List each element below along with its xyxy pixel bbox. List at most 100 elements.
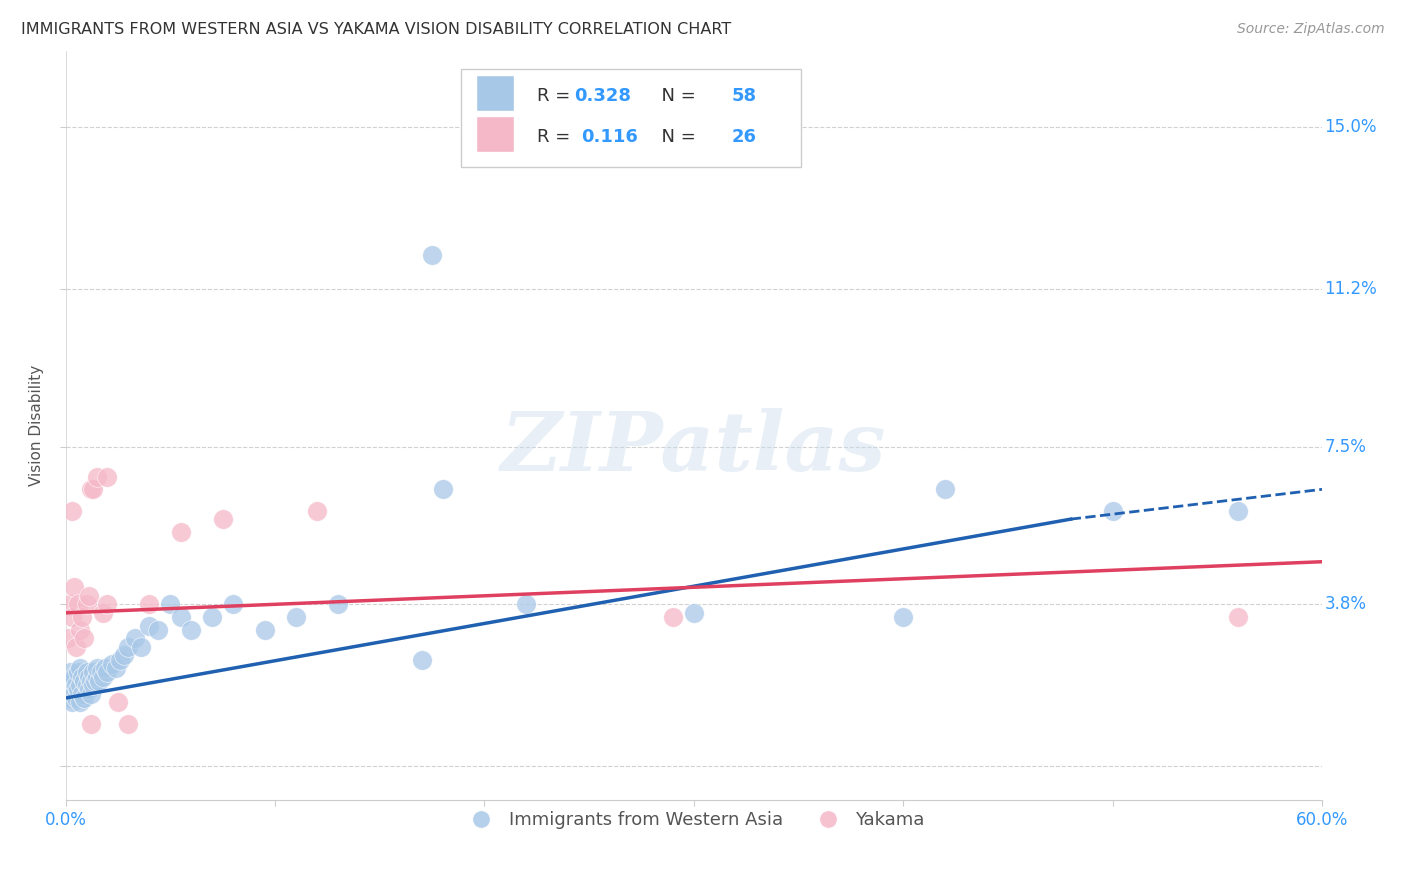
Point xyxy=(69,695,91,709)
Point xyxy=(96,469,118,483)
Point xyxy=(82,483,104,497)
Point xyxy=(90,665,112,680)
Point xyxy=(91,606,114,620)
Point xyxy=(107,695,129,709)
Point xyxy=(60,695,83,709)
Point xyxy=(411,653,433,667)
FancyBboxPatch shape xyxy=(477,116,515,152)
Point xyxy=(76,597,98,611)
Point xyxy=(117,640,139,654)
Point xyxy=(96,597,118,611)
Point xyxy=(82,665,104,680)
Point xyxy=(1227,610,1250,624)
Point xyxy=(326,597,349,611)
Point xyxy=(72,670,94,684)
Point xyxy=(80,483,103,497)
Text: 7.5%: 7.5% xyxy=(1324,438,1367,456)
Point xyxy=(117,716,139,731)
Point xyxy=(180,623,202,637)
Point xyxy=(159,597,181,611)
Point xyxy=(129,640,152,654)
Point xyxy=(100,657,122,671)
Point xyxy=(60,673,83,688)
Point xyxy=(56,632,79,646)
Point xyxy=(305,503,328,517)
Point xyxy=(432,483,454,497)
Point xyxy=(56,682,79,697)
Point xyxy=(72,687,94,701)
Point xyxy=(662,610,685,624)
Point xyxy=(76,665,98,680)
FancyBboxPatch shape xyxy=(461,70,800,167)
Point xyxy=(80,673,103,688)
Point xyxy=(124,632,146,646)
Point xyxy=(67,682,90,697)
Point xyxy=(222,597,245,611)
Point xyxy=(65,678,87,692)
Point xyxy=(86,670,108,684)
Point xyxy=(146,623,169,637)
Point xyxy=(77,670,100,684)
Point xyxy=(91,670,114,684)
Point xyxy=(60,610,83,624)
Point xyxy=(934,483,956,497)
Point xyxy=(63,580,86,594)
Point xyxy=(87,673,110,688)
Point xyxy=(77,682,100,697)
Point xyxy=(73,691,96,706)
Point xyxy=(1227,503,1250,517)
Point xyxy=(69,661,91,675)
Point xyxy=(72,610,94,624)
Point xyxy=(60,503,83,517)
Text: 11.2%: 11.2% xyxy=(1324,280,1378,298)
Point xyxy=(67,597,90,611)
Point xyxy=(1101,503,1123,517)
Point xyxy=(86,469,108,483)
Point xyxy=(59,691,82,706)
Point xyxy=(73,673,96,688)
Point xyxy=(83,673,105,688)
Text: IMMIGRANTS FROM WESTERN ASIA VS YAKAMA VISION DISABILITY CORRELATION CHART: IMMIGRANTS FROM WESTERN ASIA VS YAKAMA V… xyxy=(21,22,731,37)
Point xyxy=(69,623,91,637)
Point xyxy=(170,524,193,539)
Point xyxy=(65,691,87,706)
Point xyxy=(86,661,108,675)
Point xyxy=(682,606,704,620)
Point xyxy=(515,597,537,611)
Point xyxy=(253,623,276,637)
Point xyxy=(65,640,87,654)
Text: Source: ZipAtlas.com: Source: ZipAtlas.com xyxy=(1237,22,1385,37)
Point xyxy=(59,597,82,611)
Point xyxy=(80,687,103,701)
Point xyxy=(211,512,233,526)
Text: N =: N = xyxy=(650,87,702,104)
Text: R =: R = xyxy=(537,128,582,146)
Point xyxy=(104,661,127,675)
Point xyxy=(420,248,443,262)
Point xyxy=(94,661,117,675)
Point xyxy=(112,648,135,663)
Point xyxy=(80,716,103,731)
FancyBboxPatch shape xyxy=(477,75,515,111)
Y-axis label: Vision Disability: Vision Disability xyxy=(30,365,44,486)
Point xyxy=(67,665,90,680)
Text: N =: N = xyxy=(650,128,702,146)
Text: 15.0%: 15.0% xyxy=(1324,119,1376,136)
Text: 0.116: 0.116 xyxy=(581,128,637,146)
Point xyxy=(69,678,91,692)
Point xyxy=(201,610,224,624)
Point xyxy=(76,678,98,692)
Text: 3.8%: 3.8% xyxy=(1324,595,1367,614)
Point xyxy=(891,610,914,624)
Point xyxy=(63,670,86,684)
Point xyxy=(96,665,118,680)
Point xyxy=(63,687,86,701)
Point xyxy=(108,653,131,667)
Point xyxy=(138,597,160,611)
Text: R =: R = xyxy=(537,87,575,104)
Text: 26: 26 xyxy=(731,128,756,146)
Point xyxy=(59,665,82,680)
Text: 58: 58 xyxy=(731,87,756,104)
Point xyxy=(77,589,100,603)
Point xyxy=(284,610,307,624)
